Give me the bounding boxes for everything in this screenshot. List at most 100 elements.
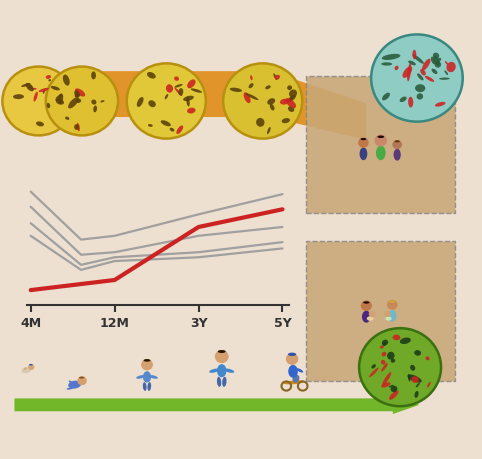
Ellipse shape	[422, 59, 430, 70]
Ellipse shape	[372, 364, 376, 369]
Ellipse shape	[369, 368, 379, 377]
Ellipse shape	[400, 96, 407, 102]
Circle shape	[387, 300, 398, 310]
Polygon shape	[14, 396, 419, 414]
Ellipse shape	[435, 62, 441, 67]
Ellipse shape	[362, 311, 371, 323]
Ellipse shape	[28, 86, 32, 88]
Ellipse shape	[22, 367, 31, 373]
Ellipse shape	[187, 79, 196, 88]
Circle shape	[46, 67, 118, 135]
Circle shape	[2, 67, 75, 135]
Ellipse shape	[367, 316, 374, 321]
Ellipse shape	[137, 97, 144, 107]
Circle shape	[392, 140, 402, 149]
Ellipse shape	[249, 83, 254, 88]
Ellipse shape	[187, 97, 190, 106]
Ellipse shape	[389, 390, 399, 400]
Ellipse shape	[51, 86, 60, 90]
Circle shape	[358, 138, 369, 148]
Ellipse shape	[217, 377, 221, 387]
Ellipse shape	[381, 382, 390, 387]
Ellipse shape	[56, 99, 64, 105]
Ellipse shape	[74, 90, 80, 97]
Ellipse shape	[275, 75, 280, 80]
Ellipse shape	[415, 84, 425, 92]
Ellipse shape	[408, 97, 413, 107]
Ellipse shape	[394, 140, 400, 142]
Ellipse shape	[410, 365, 415, 371]
Ellipse shape	[433, 53, 439, 59]
Ellipse shape	[36, 122, 44, 126]
Ellipse shape	[280, 99, 289, 105]
Ellipse shape	[281, 118, 290, 123]
Ellipse shape	[363, 301, 369, 304]
Ellipse shape	[246, 93, 258, 100]
Ellipse shape	[250, 75, 253, 80]
Ellipse shape	[143, 382, 147, 391]
Ellipse shape	[59, 94, 62, 97]
Ellipse shape	[67, 387, 73, 390]
Ellipse shape	[439, 78, 450, 80]
Ellipse shape	[24, 367, 27, 369]
Ellipse shape	[265, 85, 271, 90]
Ellipse shape	[389, 300, 395, 303]
Ellipse shape	[187, 108, 196, 113]
Ellipse shape	[387, 352, 395, 360]
Circle shape	[371, 34, 463, 122]
Ellipse shape	[381, 62, 392, 66]
Ellipse shape	[382, 93, 390, 101]
Ellipse shape	[288, 365, 298, 378]
Ellipse shape	[393, 149, 401, 161]
Ellipse shape	[165, 94, 168, 99]
Ellipse shape	[183, 95, 194, 101]
Ellipse shape	[416, 383, 420, 387]
Ellipse shape	[407, 375, 422, 383]
Ellipse shape	[416, 93, 423, 100]
Circle shape	[361, 300, 372, 311]
Ellipse shape	[230, 88, 242, 92]
Ellipse shape	[376, 146, 386, 160]
Ellipse shape	[288, 106, 295, 112]
Ellipse shape	[178, 88, 183, 95]
Ellipse shape	[149, 375, 158, 379]
Circle shape	[77, 376, 87, 385]
Ellipse shape	[407, 63, 411, 81]
Ellipse shape	[75, 94, 80, 98]
Ellipse shape	[426, 356, 429, 360]
Circle shape	[223, 63, 302, 139]
Ellipse shape	[176, 125, 183, 134]
Ellipse shape	[47, 103, 50, 108]
Ellipse shape	[170, 128, 174, 132]
Ellipse shape	[392, 335, 401, 340]
Ellipse shape	[218, 350, 226, 353]
Ellipse shape	[136, 375, 145, 379]
Ellipse shape	[63, 74, 70, 86]
Ellipse shape	[433, 56, 440, 66]
Ellipse shape	[288, 97, 293, 102]
Ellipse shape	[380, 346, 384, 348]
Ellipse shape	[217, 364, 227, 377]
Ellipse shape	[381, 363, 388, 371]
Ellipse shape	[91, 72, 96, 79]
Ellipse shape	[382, 352, 387, 357]
Ellipse shape	[283, 381, 305, 384]
Ellipse shape	[270, 104, 275, 111]
Ellipse shape	[400, 337, 411, 344]
Circle shape	[359, 328, 441, 406]
Circle shape	[286, 353, 298, 365]
Ellipse shape	[391, 358, 395, 363]
Ellipse shape	[68, 381, 74, 384]
Ellipse shape	[444, 70, 448, 75]
Ellipse shape	[389, 385, 394, 387]
Circle shape	[141, 359, 153, 370]
Circle shape	[375, 134, 387, 146]
Ellipse shape	[408, 61, 416, 65]
Ellipse shape	[427, 382, 431, 387]
Ellipse shape	[100, 100, 105, 102]
Ellipse shape	[74, 124, 79, 130]
Ellipse shape	[46, 75, 51, 79]
Ellipse shape	[147, 382, 151, 391]
Ellipse shape	[413, 50, 416, 59]
Ellipse shape	[395, 66, 399, 70]
